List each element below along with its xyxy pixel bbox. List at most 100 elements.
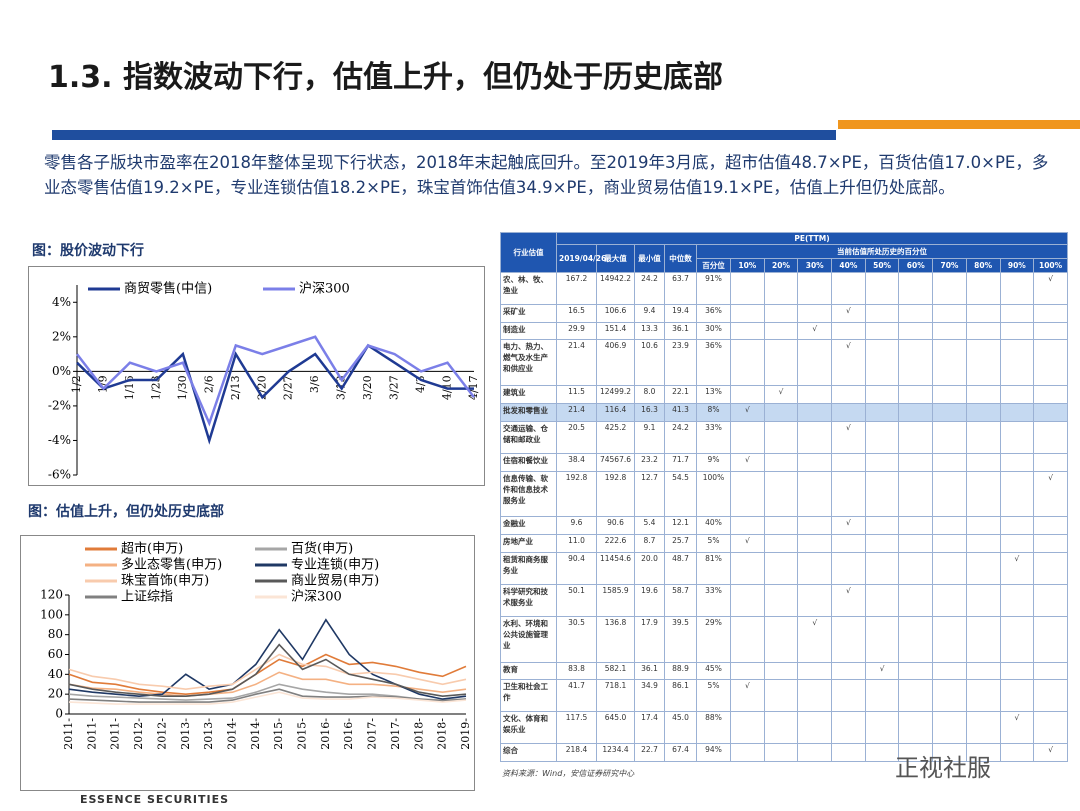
check-cell xyxy=(864,339,900,387)
check-cell xyxy=(999,583,1035,617)
check-cell xyxy=(831,403,866,422)
check-cell xyxy=(965,321,1001,341)
check-cell xyxy=(864,272,900,305)
table-cell: 采矿业 xyxy=(500,303,557,323)
series-line xyxy=(76,343,474,445)
table-cell: 21.4 xyxy=(556,403,597,422)
y-tick-label: 100 xyxy=(40,607,63,621)
check-cell xyxy=(965,272,1001,305)
column-header: 20% xyxy=(763,258,799,273)
check-cell xyxy=(864,321,900,341)
table-cell: 645.0 xyxy=(596,711,635,745)
check-cell: √ xyxy=(999,552,1035,585)
table-cell: 11.0 xyxy=(556,534,597,554)
check-cell xyxy=(763,743,799,762)
x-tick-label: 1/2 xyxy=(70,375,83,393)
column-header: 60% xyxy=(898,258,934,273)
check-cell: √ xyxy=(730,679,765,713)
x-tick-label: 2/13 xyxy=(229,375,242,400)
check-cell xyxy=(898,303,934,323)
table-row: 建筑业 11.5 12499.2 8.0 22.1 13% √ xyxy=(500,385,1068,405)
check-cell xyxy=(898,679,934,713)
check-cell xyxy=(730,615,765,663)
check-cell xyxy=(932,385,967,405)
series-line xyxy=(68,653,467,696)
check-cell xyxy=(797,679,833,713)
table-cell: 24.2 xyxy=(664,420,697,454)
x-tick-label: 2019- xyxy=(459,718,472,750)
check-cell xyxy=(1033,516,1068,536)
table-row: 卫生和社会工作 41.7 718.1 34.9 86.1 5% √ xyxy=(500,679,1068,713)
table-cell: 718.1 xyxy=(596,679,635,713)
table-cell: 22.7 xyxy=(634,743,665,762)
y-tick-label: 4% xyxy=(52,295,71,309)
x-tick-label: 2013- xyxy=(202,718,215,750)
check-cell xyxy=(932,534,967,554)
table-cell: 67.4 xyxy=(664,743,697,762)
table-cell: 29% xyxy=(696,615,731,663)
table-cell: 36.1 xyxy=(664,321,697,341)
check-cell xyxy=(898,711,934,745)
check-cell xyxy=(898,552,934,585)
check-cell xyxy=(898,403,934,422)
check-cell xyxy=(797,552,833,585)
table-cell: 文化、体育和娱乐业 xyxy=(500,711,557,745)
x-tick-label: 3/6 xyxy=(308,375,321,393)
table-row: 教育 83.8 582.1 36.1 88.9 45% √ xyxy=(500,661,1068,681)
check-cell xyxy=(1033,403,1068,422)
table-cell: 9% xyxy=(696,452,731,472)
table-cell: 45% xyxy=(696,661,731,681)
check-cell xyxy=(831,661,866,681)
table-cell: 租赁和商务服务业 xyxy=(500,552,557,585)
table-cell: 74567.6 xyxy=(596,452,635,472)
check-cell xyxy=(1033,534,1068,554)
check-cell xyxy=(965,615,1001,663)
check-cell: √ xyxy=(1033,470,1068,518)
column-header: 80% xyxy=(965,258,1001,273)
x-tick-label: 2018- xyxy=(412,718,425,750)
table-cell: 83.8 xyxy=(556,661,597,681)
series-line xyxy=(68,691,467,705)
check-cell xyxy=(730,272,765,305)
check-cell xyxy=(864,552,900,585)
check-cell xyxy=(763,470,799,518)
legend-label: 商业贸易(申万) xyxy=(291,574,379,589)
check-cell xyxy=(797,272,833,305)
table-cell: 54.5 xyxy=(664,470,697,518)
table-cell: 29.9 xyxy=(556,321,597,341)
table-cell: 16.5 xyxy=(556,303,597,323)
y-tick-label: -4% xyxy=(48,433,71,447)
check-cell xyxy=(965,385,1001,405)
x-tick-label: 3/27 xyxy=(388,375,401,400)
check-cell xyxy=(730,661,765,681)
x-tick-label: 2011- xyxy=(109,718,122,750)
table-cell: 406.9 xyxy=(596,339,635,387)
check-cell xyxy=(898,420,934,454)
check-cell xyxy=(763,321,799,341)
check-cell xyxy=(999,272,1035,305)
table-cell: 48.7 xyxy=(664,552,697,585)
check-cell xyxy=(763,661,799,681)
x-tick-label: 2012- xyxy=(155,718,168,750)
check-cell xyxy=(864,470,900,518)
header-row: 2019/04/26 最大值 最小值 中位数 当前估值所处历史的百分位 xyxy=(501,244,1068,273)
legend-label: 商贸零售(中信) xyxy=(124,281,212,297)
check-cell xyxy=(965,516,1001,536)
table-cell: 192.8 xyxy=(596,470,635,518)
check-cell xyxy=(864,615,900,663)
check-cell: √ xyxy=(730,534,765,554)
chart: 0 20 40 60 80 100 120 2011- 2011- 2011- 2012- 2012-… xyxy=(20,535,475,791)
check-cell: √ xyxy=(831,339,866,387)
table-cell: 电力、热力、燃气及水生产和供应业 xyxy=(500,339,557,387)
table-cell: 33% xyxy=(696,420,731,454)
table-cell: 住宿和餐饮业 xyxy=(500,452,557,472)
table-cell: 22.1 xyxy=(664,385,697,405)
check-cell xyxy=(763,711,799,745)
check-cell xyxy=(730,321,765,341)
check-cell xyxy=(932,321,967,341)
check-cell xyxy=(898,385,934,405)
check-cell xyxy=(763,552,799,585)
check-cell xyxy=(965,679,1001,713)
check-cell xyxy=(1033,321,1068,341)
